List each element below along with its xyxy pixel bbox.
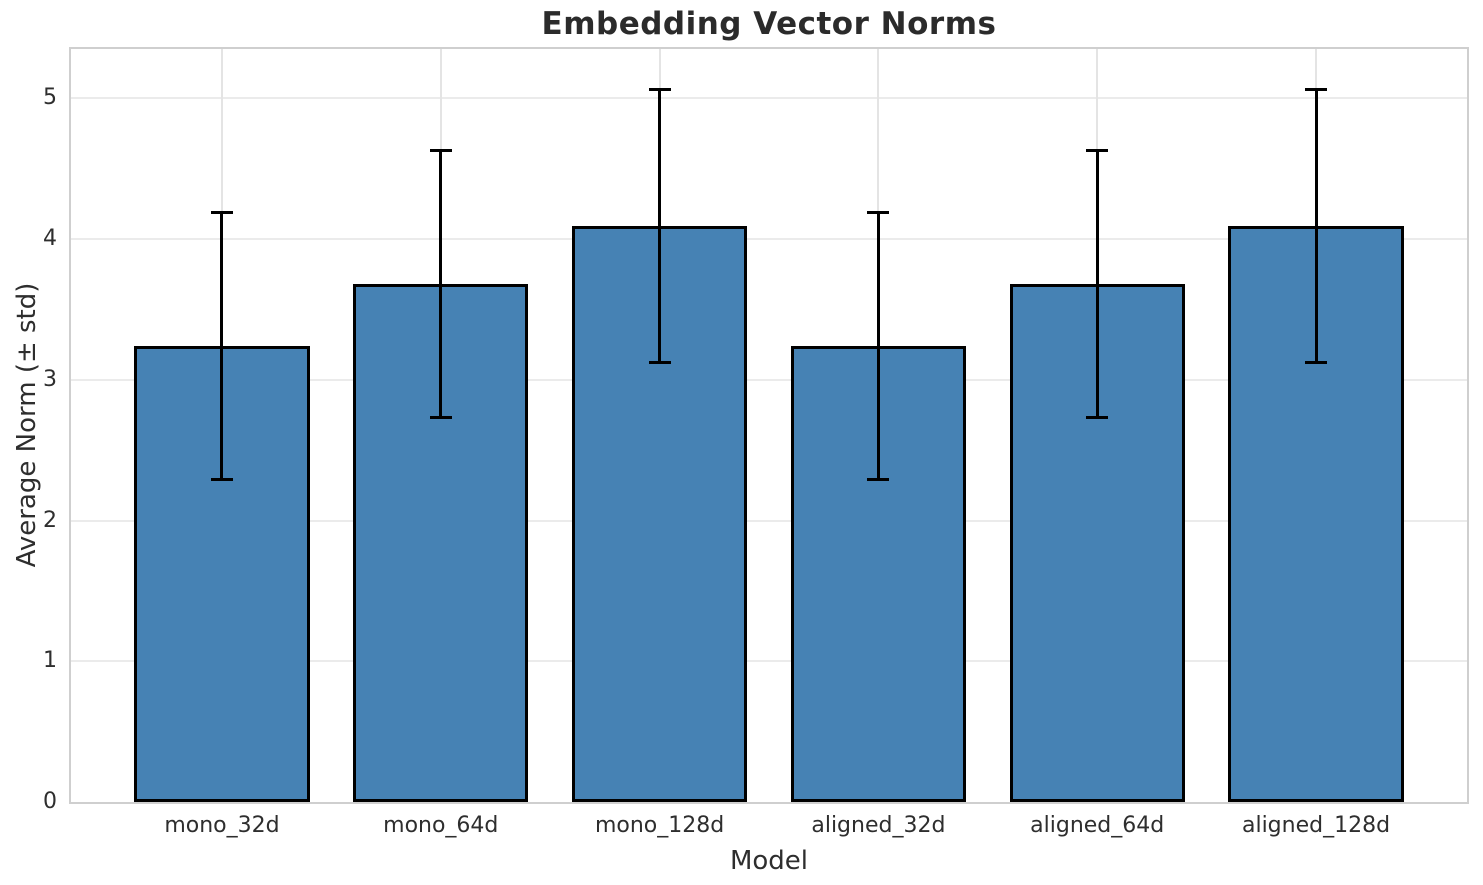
y-tick-label-1: 1 [43,648,57,674]
x-tick-label-mono_128d: mono_128d [594,813,725,838]
gridline-h-5 [71,97,1467,100]
x-tick-label-mono_64d: mono_64d [383,813,499,838]
y-tick-label-3: 3 [43,366,57,392]
errorbar-mono_128d [658,89,662,363]
x-tick-label-aligned_32d: aligned_32d [811,813,946,838]
errorbar-aligned_64d [1095,150,1099,418]
y-tick-label-5: 5 [43,85,57,111]
errorbar-aligned_32d [876,212,880,480]
errorbar-cap-top-aligned_64d [1086,148,1109,152]
errorbar-cap-top-mono_128d [648,88,671,92]
errorbar-mono_32d [220,212,224,480]
y-tick-label-0: 0 [43,789,57,814]
x-tick-label-aligned_64d: aligned_64d [1030,813,1165,838]
y-axis-label: Average Norm (± std) [12,282,42,568]
gridline-h-3 [71,378,1467,381]
errorbar-cap-top-aligned_32d [867,210,890,214]
x-axis-label: Model [729,846,809,876]
y-tick-label-2: 2 [43,507,57,533]
errorbar-cap-top-mono_32d [210,210,233,214]
gridline-h-2 [71,519,1467,522]
errorbar-cap-bottom-mono_32d [210,478,233,482]
gridline-h-4 [71,238,1467,240]
errorbar-cap-bottom-aligned_32d [867,478,890,482]
errorbar-mono_64d [439,150,443,418]
errorbar-cap-bottom-mono_64d [429,416,452,420]
errorbar-aligned_128d [1314,89,1318,363]
chart-title: Embedding Vector Norms [541,6,997,42]
errorbar-cap-bottom-mono_128d [648,361,671,365]
x-tick-label-aligned_128d: aligned_128d [1241,813,1391,838]
errorbar-cap-top-aligned_128d [1305,88,1328,92]
x-tick-label-mono_32d: mono_32d [164,813,280,838]
gridline-h-1 [71,660,1467,663]
errorbar-cap-top-mono_64d [429,148,452,152]
plot-area [69,47,1469,804]
errorbar-cap-bottom-aligned_128d [1305,361,1328,365]
y-tick-label-4: 4 [43,226,57,251]
errorbar-cap-bottom-aligned_64d [1086,416,1109,420]
